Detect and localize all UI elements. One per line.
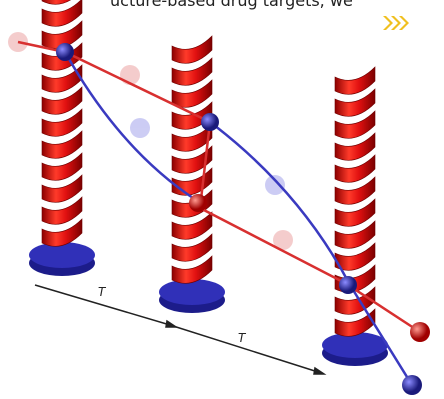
base-disc	[322, 332, 388, 358]
figure: ucture-based drug targets, we T T	[0, 0, 444, 399]
helices	[29, 0, 388, 366]
base-disc	[29, 242, 95, 268]
page: ucture-based drug targets, we T T (() =>…	[0, 0, 444, 399]
forward-icon	[383, 16, 409, 30]
helix-turn	[42, 0, 82, 4]
base-disc	[159, 279, 225, 305]
helix-turn	[335, 67, 375, 94]
caption-fragment: ucture-based drug targets, we	[110, 0, 353, 10]
interval-label: T	[98, 285, 107, 299]
helix-turn	[172, 36, 212, 63]
helix-turn	[42, 0, 82, 26]
interval-label: T	[238, 331, 247, 345]
